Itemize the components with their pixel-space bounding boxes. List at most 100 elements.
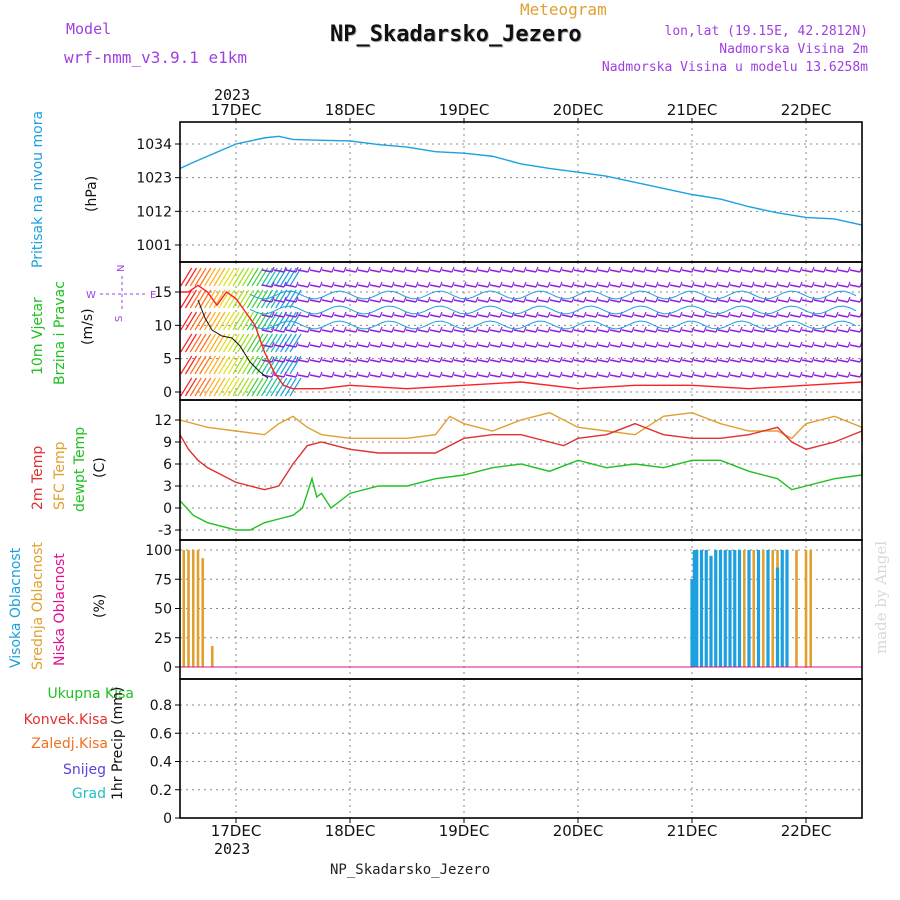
wind-barb-flag	[835, 281, 839, 288]
temp-tick-label: 0	[163, 501, 172, 517]
wind-arrow	[232, 333, 245, 353]
wind-barb	[789, 374, 801, 378]
wind-arrow	[203, 289, 217, 309]
wind-barb-flag	[823, 326, 827, 333]
wind-barb-flag	[283, 311, 287, 318]
wind-barb	[741, 299, 753, 303]
wind-barb	[513, 359, 525, 363]
wind-barb	[309, 344, 321, 348]
wind-barb	[501, 359, 513, 363]
wind-barb	[585, 374, 597, 378]
wind-barb-flag	[463, 266, 467, 273]
wind-barb-flag	[331, 371, 335, 378]
wind-arrow	[289, 355, 302, 375]
wind-barb-flag	[499, 281, 503, 288]
wind-barb-flag	[679, 371, 683, 378]
wind-arrow	[213, 311, 226, 331]
wind-arrow	[213, 333, 226, 353]
wind-barb	[381, 299, 393, 303]
wind-barb-flag	[739, 341, 743, 348]
wind-barb	[393, 284, 405, 288]
wind-barb-flag	[715, 371, 719, 378]
wind-barb	[609, 299, 621, 303]
wind-barb-flag	[475, 281, 479, 288]
wind-barb	[453, 299, 465, 303]
wind-arrow	[251, 377, 264, 397]
high-cloud-bar	[714, 550, 718, 667]
wind-barb-flag	[295, 281, 299, 288]
wind-arrow	[265, 377, 278, 397]
wind-barb-flag	[319, 341, 323, 348]
wind-barb	[549, 299, 561, 303]
wind-barb-flag	[847, 296, 851, 303]
wind-barb-flag	[751, 281, 755, 288]
wind-barb	[441, 299, 453, 303]
wind-barb	[705, 344, 717, 348]
wind-barb	[381, 269, 393, 273]
wind-barb-flag	[343, 341, 347, 348]
wind-barb	[573, 359, 585, 363]
wind-arrow	[270, 333, 283, 353]
wind-barb	[825, 359, 837, 363]
wind-barb	[417, 329, 429, 333]
wind-barb	[585, 284, 597, 288]
wind-barb	[741, 359, 753, 363]
wind-barb-flag	[271, 281, 275, 288]
wind-arrow	[180, 289, 193, 309]
wind-arrow	[275, 289, 288, 309]
wind-arrow	[208, 377, 221, 397]
wind-barb-flag	[451, 296, 455, 303]
wind-barb-flag	[499, 266, 503, 273]
wind-arrow	[203, 311, 217, 331]
mid-cloud-bar	[752, 550, 756, 667]
wind-arrow	[237, 355, 250, 375]
wind-barb-flag	[547, 296, 551, 303]
wind-barb-flag	[523, 341, 527, 348]
day-label-top: 17DEC	[211, 101, 262, 119]
wind-arrow	[284, 355, 297, 375]
wind-barb	[633, 329, 645, 333]
wind-barb-flag	[283, 281, 287, 288]
wind-barb-flag	[331, 326, 335, 333]
wind-barb-flag	[499, 326, 503, 333]
wind-barb	[513, 374, 525, 378]
wind-barb-flag	[727, 371, 731, 378]
precip-tick-label: 0.6	[150, 726, 172, 742]
wind-barb	[753, 374, 765, 378]
wind-barb-flag	[679, 341, 683, 348]
wind-barb-flag	[355, 371, 359, 378]
wind-barb	[285, 314, 297, 318]
wind-barb	[849, 344, 861, 348]
wind-barb	[549, 269, 561, 273]
wind-barb	[693, 284, 705, 288]
wind-barb-flag	[691, 281, 695, 288]
wind-barb-flag	[655, 356, 659, 363]
wind-barb-flag	[799, 326, 803, 333]
wind-barb-flag	[439, 296, 443, 303]
high-cloud-bar	[780, 550, 784, 667]
wind-barb-flag	[463, 341, 467, 348]
wind-barb-flag	[367, 281, 371, 288]
wind-barb-flag	[787, 371, 791, 378]
wind-barb	[573, 299, 585, 303]
wind-arrow	[222, 377, 236, 397]
wind-barb	[477, 314, 489, 318]
wind-arrow	[203, 267, 217, 287]
hail-label: Grad	[71, 786, 106, 802]
wind-barb	[405, 329, 417, 333]
high-cloud-bar	[756, 550, 761, 667]
wind-arrow	[241, 377, 255, 397]
wind-barb-flag	[775, 281, 779, 288]
wind-arrow	[246, 289, 259, 309]
wind-barb-flag	[535, 371, 539, 378]
high-cloud-bar	[733, 550, 737, 667]
wind-barb	[453, 284, 465, 288]
total-rain-label: Ukupna Kisa	[47, 686, 134, 702]
wind-barb-flag	[835, 326, 839, 333]
cloud-tick-label: 25	[154, 631, 172, 647]
wind-barb	[729, 314, 741, 318]
wind-barb	[657, 314, 669, 318]
wind-arrow	[232, 311, 245, 331]
wind-barb-flag	[463, 356, 467, 363]
day-label-bottom: 17DEC	[211, 822, 262, 840]
